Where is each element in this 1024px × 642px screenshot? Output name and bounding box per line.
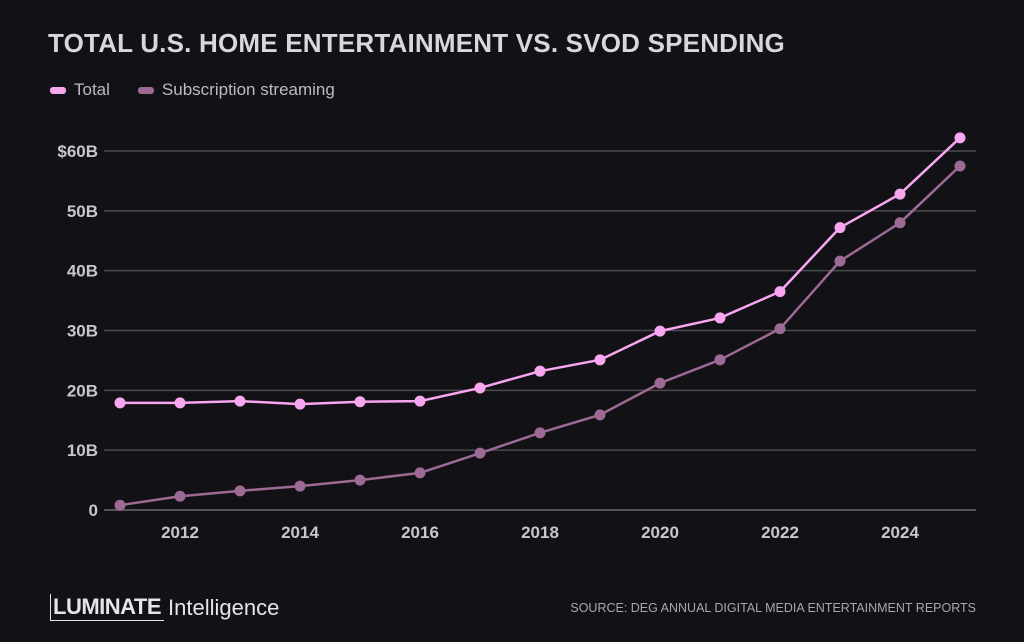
legend-swatch-total — [50, 86, 66, 94]
y-tick-label: 40B — [67, 262, 98, 281]
data-point — [834, 255, 846, 267]
data-point — [654, 325, 666, 337]
data-point — [534, 427, 546, 439]
y-tick-label: 30B — [67, 322, 98, 341]
data-point — [414, 395, 426, 407]
data-point — [594, 409, 606, 421]
data-point — [234, 485, 246, 497]
data-point — [114, 499, 126, 511]
legend-item-total: Total — [50, 80, 110, 100]
data-point — [954, 132, 966, 144]
data-point — [954, 160, 966, 172]
legend-label-svod: Subscription streaming — [161, 80, 335, 99]
source-note: SOURCE: DEG ANNUAL DIGITAL MEDIA ENTERTA… — [570, 601, 976, 615]
data-point — [114, 397, 126, 409]
data-point — [834, 222, 846, 234]
logo-light: Intelligence — [168, 595, 280, 620]
data-point — [174, 397, 186, 409]
legend: Total Subscription streaming — [50, 80, 335, 100]
data-point — [294, 398, 306, 410]
data-point — [714, 354, 726, 366]
data-point — [654, 377, 666, 389]
series-line-svod — [119, 165, 961, 507]
legend-swatch-svod — [137, 86, 154, 94]
x-tick-label: 2016 — [401, 523, 439, 542]
chart-title: TOTAL U.S. HOME ENTERTAINMENT VS. SVOD S… — [48, 28, 785, 58]
legend-item-svod: Subscription streaming — [137, 80, 335, 100]
y-tick-label: 0 — [89, 501, 98, 520]
data-point — [594, 354, 606, 366]
data-point — [894, 217, 906, 229]
y-tick-label: 50B — [67, 202, 98, 221]
data-point — [474, 382, 486, 394]
data-point — [414, 467, 426, 479]
data-point — [294, 480, 306, 492]
x-tick-label: 2018 — [521, 523, 559, 542]
x-tick-label: 2014 — [281, 523, 319, 542]
data-point — [774, 323, 786, 335]
x-tick-label: 2020 — [641, 523, 679, 542]
data-point — [534, 365, 546, 377]
data-point — [714, 312, 726, 324]
data-point — [354, 474, 366, 486]
y-tick-label: 20B — [67, 381, 98, 400]
data-point — [774, 286, 786, 298]
y-tick-label: $60B — [57, 142, 98, 161]
data-point — [354, 396, 366, 408]
y-tick-label: 10B — [67, 441, 98, 460]
x-tick-label: 2022 — [761, 523, 799, 542]
data-point — [894, 188, 906, 200]
x-tick-label: 2012 — [161, 523, 199, 542]
line-chart: 0 10B 20B 30B 40B 50B $60B 2012 2014 2016 2018 2020… — [57, 132, 976, 542]
data-point — [174, 490, 186, 502]
x-tick-label: 2024 — [881, 523, 919, 542]
luminate-logo: LUMINATE Intelligence — [50, 594, 279, 621]
data-point — [234, 395, 246, 407]
data-point — [474, 447, 486, 459]
logo-bold: LUMINATE — [50, 594, 165, 621]
legend-label-total: Total — [74, 80, 110, 99]
